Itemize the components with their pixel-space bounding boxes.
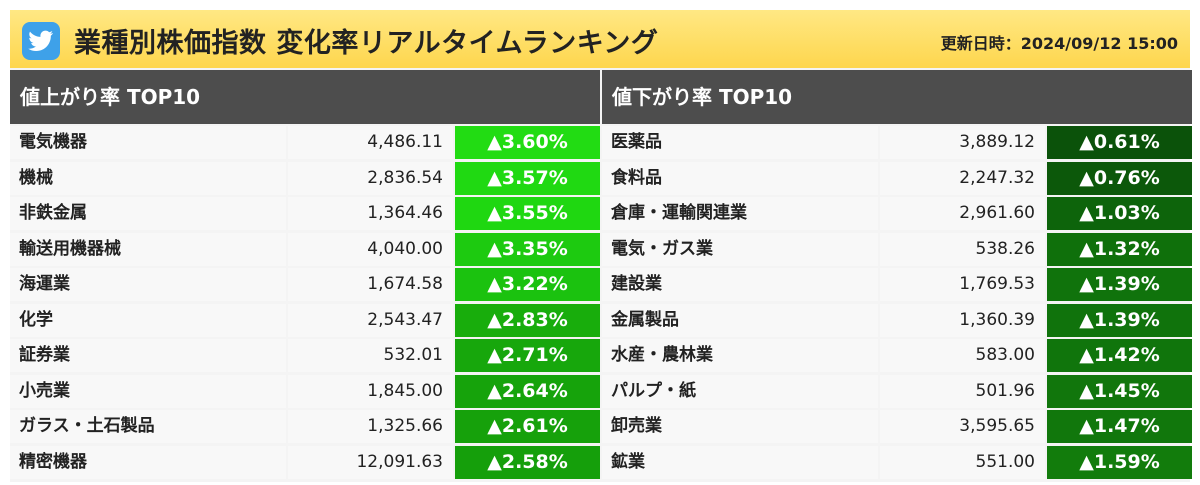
index-value: 2,247.32 [880,161,1045,195]
sector-name: 建設業 [602,268,878,301]
index-value: 3,889.12 [880,126,1045,159]
index-value: 2,961.60 [880,197,1045,230]
change-rate: ▲0.76% [1047,161,1192,195]
index-value: 2,836.54 [288,161,453,195]
sector-name: 金属製品 [602,303,878,337]
twitter-bird-icon[interactable] [22,22,60,60]
table-row[interactable]: 金属製品 1,360.39 ▲1.39% [602,303,1192,338]
sector-name: 電気機器 [10,126,286,159]
change-rate: ▲0.61% [1047,126,1192,159]
change-rate: ▲3.22% [455,268,600,301]
change-rate: ▲2.71% [455,339,600,372]
table-row[interactable]: 非鉄金属 1,364.46 ▲3.55% [10,197,600,231]
index-value: 4,486.11 [288,126,453,159]
table-row[interactable]: 小売業 1,845.00 ▲2.64% [10,374,600,409]
sector-name: 非鉄金属 [10,197,286,230]
change-rate: ▲2.83% [455,303,600,337]
index-value: 2,543.47 [288,303,453,337]
losers-title: 値下がり率 TOP10 [602,70,1192,124]
table-row[interactable]: 医薬品 3,889.12 ▲0.61% [602,126,1192,160]
change-rate: ▲1.42% [1047,339,1192,372]
change-rate: ▲1.59% [1047,445,1192,479]
index-value: 532.01 [288,339,453,372]
sector-name: ガラス・土石製品 [10,410,286,443]
sector-name: 医薬品 [602,126,878,159]
index-value: 1,845.00 [288,374,453,408]
index-value: 1,769.53 [880,268,1045,301]
table-row[interactable]: 電気・ガス業 538.26 ▲1.32% [602,232,1192,267]
table-row[interactable]: パルプ・紙 501.96 ▲1.45% [602,374,1192,409]
sector-name: 倉庫・運輸関連業 [602,197,878,230]
sector-name: 水産・農林業 [602,339,878,372]
change-rate: ▲3.55% [455,197,600,230]
change-rate: ▲1.39% [1047,268,1192,301]
index-value: 501.96 [880,374,1045,408]
index-value: 583.00 [880,339,1045,372]
sector-name: 電気・ガス業 [602,232,878,266]
change-rate: ▲2.58% [455,445,600,479]
losers-panel: 値下がり率 TOP10 医薬品 3,889.12 ▲0.61% 食料品 2,247.32… [602,70,1192,479]
table-row[interactable]: 化学 2,543.47 ▲2.83% [10,303,600,338]
change-rate: ▲1.03% [1047,197,1192,230]
table-row[interactable]: 鉱業 551.00 ▲1.59% [602,445,1192,480]
index-value: 3,595.65 [880,410,1045,443]
sector-name: 鉱業 [602,445,878,479]
sector-name: 海運業 [10,268,286,301]
change-rate: ▲1.32% [1047,232,1192,266]
page-title: 業種別株価指数 変化率リアルタイムランキング [74,28,659,59]
change-rate: ▲1.47% [1047,410,1192,443]
index-value: 1,360.39 [880,303,1045,337]
gainers-panel: 値上がり率 TOP10 電気機器 4,486.11 ▲3.60% 機械 2,836.54… [10,70,600,479]
table-row[interactable]: 水産・農林業 583.00 ▲1.42% [602,339,1192,373]
header-bar: 業種別株価指数 変化率リアルタイムランキング 更新日時：2024/09/12 1… [10,10,1190,68]
change-rate: ▲3.35% [455,232,600,266]
change-rate: ▲3.57% [455,161,600,195]
table-row[interactable]: 証券業 532.01 ▲2.71% [10,339,600,373]
index-value: 551.00 [880,445,1045,479]
table-row[interactable]: 食料品 2,247.32 ▲0.76% [602,161,1192,196]
gainers-title: 値上がり率 TOP10 [10,70,600,124]
index-value: 4,040.00 [288,232,453,266]
table-row[interactable]: 海運業 1,674.58 ▲3.22% [10,268,600,302]
table-row[interactable]: 電気機器 4,486.11 ▲3.60% [10,126,600,160]
index-value: 1,674.58 [288,268,453,301]
sector-name: 食料品 [602,161,878,195]
change-rate: ▲1.45% [1047,374,1192,408]
ranking-widget: 業種別株価指数 変化率リアルタイムランキング 更新日時：2024/09/12 1… [10,10,1192,482]
table-row[interactable]: 精密機器 12,091.63 ▲2.58% [10,445,600,480]
sector-name: パルプ・紙 [602,374,878,408]
index-value: 1,325.66 [288,410,453,443]
updated-label: 更新日時： [940,34,1021,53]
change-rate: ▲2.64% [455,374,600,408]
index-value: 538.26 [880,232,1045,266]
sector-name: 小売業 [10,374,286,408]
index-value: 1,364.46 [288,197,453,230]
sector-name: 輸送用機器械 [10,232,286,266]
updated-timestamp: 更新日時：2024/09/12 15:00 [941,30,1178,54]
table-row[interactable]: 輸送用機器械 4,040.00 ▲3.35% [10,232,600,267]
index-value: 12,091.63 [288,445,453,479]
table-row[interactable]: 卸売業 3,595.65 ▲1.47% [602,410,1192,444]
sector-name: 機械 [10,161,286,195]
table-row[interactable]: 機械 2,836.54 ▲3.57% [10,161,600,196]
table-row[interactable]: 倉庫・運輸関連業 2,961.60 ▲1.03% [602,197,1192,231]
change-rate: ▲3.60% [455,126,600,159]
table-row[interactable]: ガラス・土石製品 1,325.66 ▲2.61% [10,410,600,444]
table-row[interactable]: 建設業 1,769.53 ▲1.39% [602,268,1192,302]
sector-name: 精密機器 [10,445,286,479]
sector-name: 証券業 [10,339,286,372]
updated-value: 2024/09/12 15:00 [1020,34,1178,53]
change-rate: ▲1.39% [1047,303,1192,337]
change-rate: ▲2.61% [455,410,600,443]
sector-name: 卸売業 [602,410,878,443]
sector-name: 化学 [10,303,286,337]
